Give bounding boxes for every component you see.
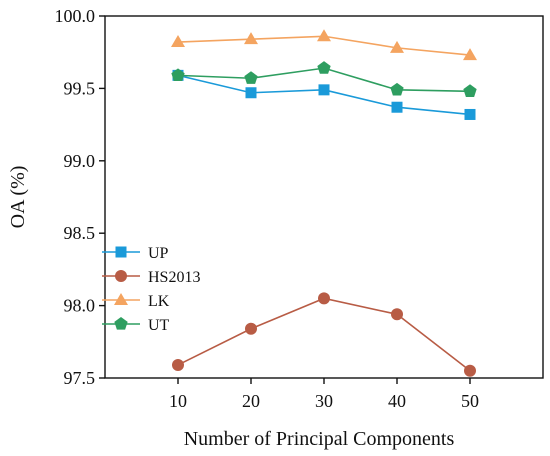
data-point-ut — [463, 84, 477, 97]
data-point-ut — [390, 82, 404, 96]
data-point-hs2013 — [318, 292, 330, 305]
x-tick-label: 20 — [242, 391, 260, 411]
legend-marker-up — [115, 246, 127, 258]
legend-label-up: UP — [148, 245, 169, 262]
legend-item-ut: UT — [102, 317, 170, 334]
legend-item-up: UP — [102, 245, 169, 262]
legend-marker-lk — [114, 293, 128, 305]
y-tick-label: 99.0 — [64, 151, 96, 171]
data-point-hs2013 — [245, 322, 257, 335]
x-tick-label: 40 — [388, 391, 406, 411]
legend-label-lk: LK — [148, 293, 170, 310]
legend-label-ut: UT — [148, 317, 170, 334]
data-point-lk — [463, 48, 477, 61]
x-tick-label: 50 — [461, 391, 479, 411]
y-tick-label: 100.0 — [55, 6, 96, 26]
data-point-lk — [390, 40, 404, 53]
series-lk — [171, 29, 477, 61]
x-tick-label: 10 — [169, 391, 187, 411]
y-tick-label: 97.5 — [64, 368, 96, 388]
data-point-hs2013 — [464, 364, 476, 377]
data-point-lk — [171, 35, 185, 48]
series-hs2013 — [172, 292, 476, 377]
data-point-up — [245, 87, 257, 99]
x-axis-label: Number of Principal Components — [184, 428, 455, 450]
y-axis-label: OA (%) — [7, 166, 29, 229]
data-point-ut — [171, 68, 185, 82]
y-tick-label: 99.5 — [64, 78, 96, 98]
data-point-hs2013 — [172, 358, 184, 371]
legend-item-hs2013: HS2013 — [102, 269, 200, 286]
x-axis-ticks: 10 20 30 40 50 — [169, 378, 479, 411]
data-point-lk — [317, 29, 331, 42]
data-point-up — [391, 101, 403, 113]
legend-item-lk: LK — [102, 293, 170, 310]
y-tick-label: 98.0 — [64, 296, 96, 316]
legend-label-hs2013: HS2013 — [148, 269, 200, 286]
data-point-lk — [244, 32, 258, 45]
series-layer — [171, 29, 477, 377]
data-point-hs2013 — [391, 308, 403, 321]
legend-marker-ut — [114, 317, 128, 330]
y-tick-label: 98.5 — [64, 223, 96, 243]
series-line-hs2013 — [177, 297, 471, 372]
data-point-ut — [244, 71, 258, 84]
data-point-up — [318, 84, 330, 96]
legend-marker-hs2013 — [115, 270, 127, 282]
x-tick-label: 30 — [315, 391, 333, 411]
data-point-ut — [317, 61, 331, 74]
y-axis-ticks: 97.5 98.0 98.5 99.0 99.5 100.0 — [55, 6, 105, 388]
data-point-up — [464, 108, 476, 120]
series-ut — [171, 61, 477, 97]
legend: UP HS2013 LK UT — [102, 245, 200, 334]
